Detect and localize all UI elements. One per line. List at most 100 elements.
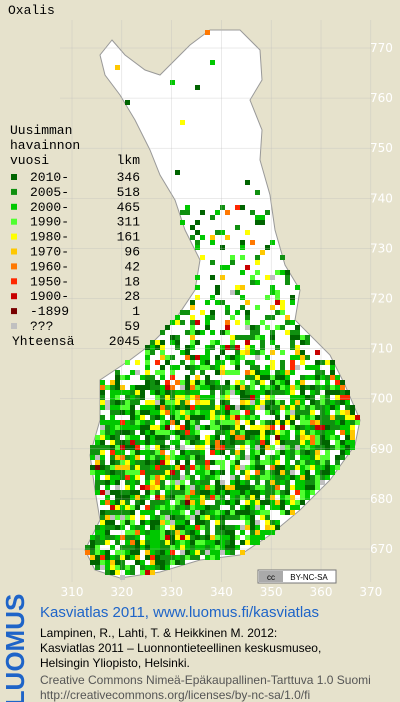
occurrence-cell bbox=[295, 415, 300, 420]
occurrence-cell bbox=[245, 515, 250, 520]
occurrence-cell bbox=[245, 390, 250, 395]
occurrence-cell bbox=[105, 430, 110, 435]
occurrence-cell bbox=[270, 390, 275, 395]
occurrence-cell bbox=[160, 425, 165, 430]
occurrence-cell bbox=[260, 435, 265, 440]
occurrence-cell bbox=[320, 400, 325, 405]
y-tick-label: 750 bbox=[370, 141, 393, 155]
occurrence-cell bbox=[150, 565, 155, 570]
occurrence-cell bbox=[195, 440, 200, 445]
occurrence-cell bbox=[320, 430, 325, 435]
occurrence-cell bbox=[290, 370, 295, 375]
occurrence-cell bbox=[335, 375, 340, 380]
occurrence-cell bbox=[225, 540, 230, 545]
occurrence-cell bbox=[220, 495, 225, 500]
occurrence-cell bbox=[125, 405, 130, 410]
occurrence-cell bbox=[195, 490, 200, 495]
occurrence-cell bbox=[195, 450, 200, 455]
occurrence-cell bbox=[165, 445, 170, 450]
occurrence-cell bbox=[240, 485, 245, 490]
occurrence-cell bbox=[235, 285, 240, 290]
occurrence-cell bbox=[260, 400, 265, 405]
occurrence-cell bbox=[180, 555, 185, 560]
occurrence-cell bbox=[315, 430, 320, 435]
occurrence-cell bbox=[280, 365, 285, 370]
legend-count: 518 bbox=[117, 185, 140, 200]
occurrence-cell bbox=[255, 365, 260, 370]
occurrence-cell bbox=[180, 350, 185, 355]
occurrence-cell bbox=[315, 390, 320, 395]
occurrence-cell bbox=[190, 395, 195, 400]
occurrence-cell bbox=[195, 530, 200, 535]
occurrence-cell bbox=[280, 450, 285, 455]
occurrence-cell bbox=[190, 385, 195, 390]
occurrence-cell bbox=[150, 440, 155, 445]
occurrence-cell bbox=[175, 525, 180, 530]
occurrence-cell bbox=[105, 420, 110, 425]
occurrence-cell bbox=[140, 540, 145, 545]
occurrence-cell bbox=[210, 240, 215, 245]
occurrence-cell bbox=[270, 395, 275, 400]
occurrence-cell bbox=[135, 555, 140, 560]
occurrence-cell bbox=[270, 455, 275, 460]
occurrence-cell bbox=[260, 450, 265, 455]
legend-label: -1899 bbox=[30, 304, 69, 319]
occurrence-cell bbox=[185, 500, 190, 505]
occurrence-cell bbox=[165, 465, 170, 470]
occurrence-cell bbox=[305, 395, 310, 400]
occurrence-cell bbox=[265, 370, 270, 375]
occurrence-cell bbox=[300, 440, 305, 445]
occurrence-cell bbox=[195, 500, 200, 505]
occurrence-cell bbox=[250, 210, 255, 215]
occurrence-cell bbox=[195, 535, 200, 540]
occurrence-cell bbox=[160, 440, 165, 445]
occurrence-cell bbox=[130, 445, 135, 450]
occurrence-cell bbox=[275, 500, 280, 505]
occurrence-cell bbox=[305, 430, 310, 435]
occurrence-cell bbox=[110, 525, 115, 530]
occurrence-cell bbox=[185, 530, 190, 535]
occurrence-cell bbox=[250, 335, 255, 340]
occurrence-cell bbox=[240, 380, 245, 385]
occurrence-cell bbox=[180, 485, 185, 490]
x-tick-label: 310 bbox=[61, 585, 84, 599]
occurrence-cell bbox=[315, 385, 320, 390]
occurrence-cell bbox=[315, 380, 320, 385]
occurrence-cell bbox=[250, 520, 255, 525]
occurrence-cell bbox=[300, 465, 305, 470]
occurrence-cell bbox=[345, 405, 350, 410]
occurrence-cell bbox=[105, 470, 110, 475]
occurrence-cell bbox=[205, 490, 210, 495]
occurrence-cell bbox=[180, 410, 185, 415]
occurrence-cell bbox=[215, 545, 220, 550]
occurrence-cell bbox=[185, 540, 190, 545]
occurrence-cell bbox=[210, 260, 215, 265]
occurrence-cell bbox=[110, 465, 115, 470]
occurrence-cell bbox=[155, 435, 160, 440]
occurrence-cell bbox=[330, 445, 335, 450]
occurrence-cell bbox=[245, 440, 250, 445]
occurrence-cell bbox=[115, 440, 120, 445]
occurrence-cell bbox=[110, 505, 115, 510]
occurrence-cell bbox=[330, 400, 335, 405]
occurrence-cell bbox=[280, 490, 285, 495]
occurrence-cell bbox=[225, 265, 230, 270]
occurrence-cell bbox=[245, 360, 250, 365]
occurrence-cell bbox=[245, 320, 250, 325]
occurrence-cell bbox=[270, 275, 275, 280]
occurrence-cell bbox=[210, 440, 215, 445]
occurrence-cell bbox=[135, 455, 140, 460]
occurrence-cell bbox=[95, 560, 100, 565]
occurrence-cell bbox=[280, 390, 285, 395]
occurrence-cell bbox=[235, 380, 240, 385]
occurrence-cell bbox=[210, 330, 215, 335]
occurrence-cell bbox=[195, 390, 200, 395]
occurrence-cell bbox=[95, 475, 100, 480]
occurrence-cell bbox=[145, 400, 150, 405]
occurrence-cell bbox=[300, 460, 305, 465]
occurrence-cell bbox=[205, 520, 210, 525]
occurrence-cell bbox=[155, 410, 160, 415]
occurrence-cell bbox=[100, 525, 105, 530]
occurrence-cell bbox=[130, 435, 135, 440]
occurrence-cell bbox=[185, 520, 190, 525]
